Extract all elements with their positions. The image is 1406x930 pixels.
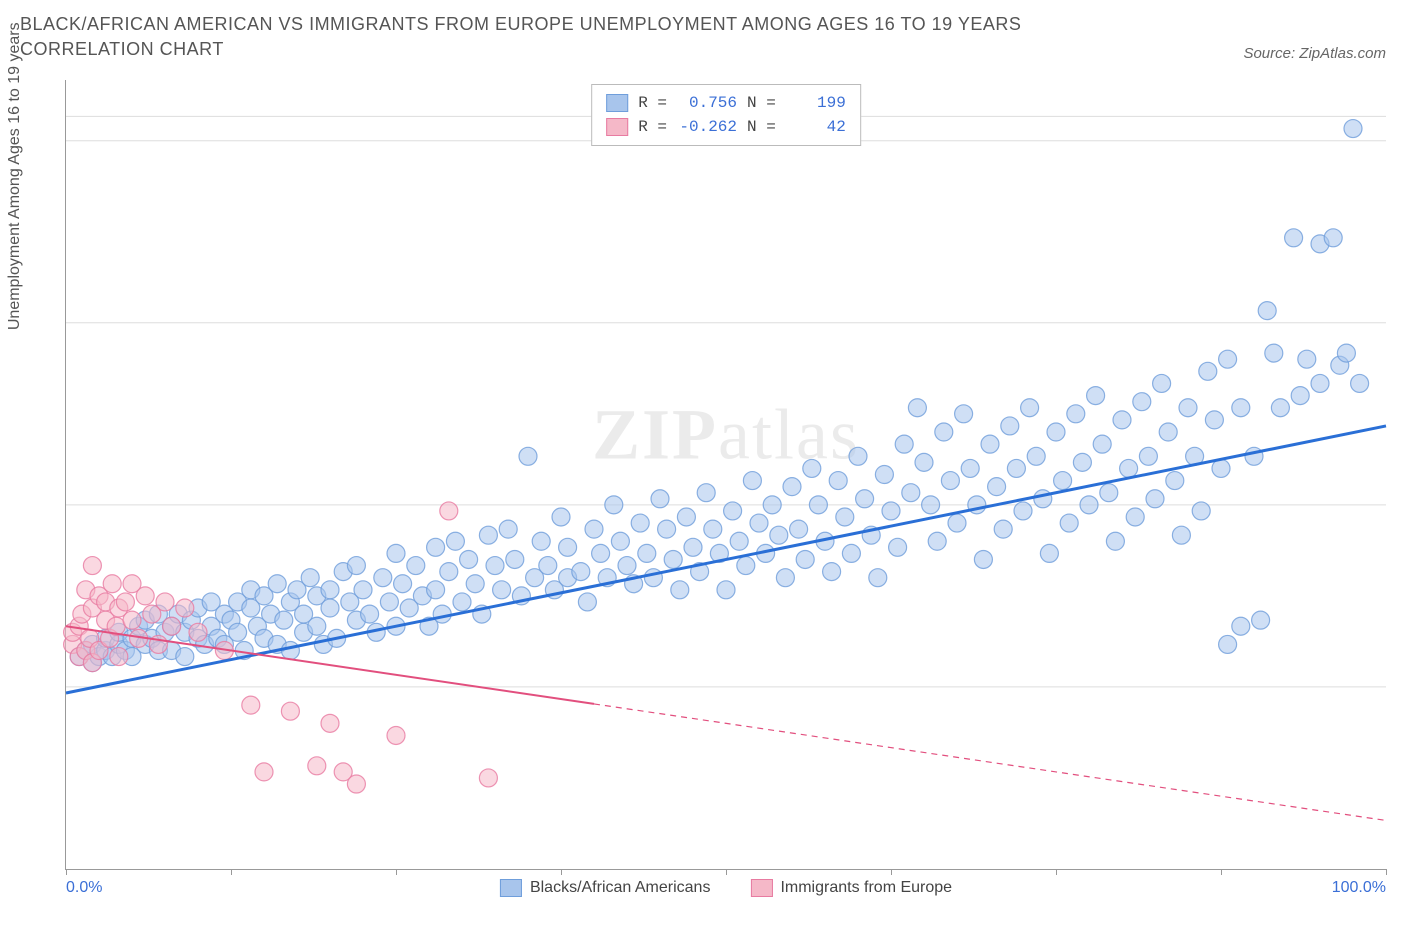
- x-tick: [1386, 869, 1387, 875]
- stat-r-pink: -0.262: [677, 115, 737, 139]
- stat-n-pink: 42: [786, 115, 846, 139]
- x-tick: [231, 869, 232, 875]
- source-label: Source: ZipAtlas.com: [1243, 45, 1386, 62]
- x-tick: [726, 869, 727, 875]
- stat-r-blue: 0.756: [677, 91, 737, 115]
- y-axis-label: Unemployment Among Ages 16 to 19 years: [6, 23, 24, 331]
- x-tick-label: 0.0%: [66, 879, 102, 897]
- stats-legend: R = 0.756 N = 199 R = -0.262 N = 42: [591, 84, 861, 146]
- swatch-blue-bottom: [500, 879, 522, 897]
- stat-n-label: N =: [747, 91, 776, 115]
- plot-svg: [66, 80, 1386, 869]
- swatch-blue: [606, 94, 628, 112]
- x-tick: [561, 869, 562, 875]
- header: BLACK/AFRICAN AMERICAN VS IMMIGRANTS FRO…: [0, 0, 1406, 70]
- x-tick: [66, 869, 67, 875]
- legend-item-pink: Immigrants from Europe: [750, 879, 952, 897]
- x-tick-label: 100.0%: [1332, 879, 1386, 897]
- chart-container: Unemployment Among Ages 16 to 19 years Z…: [20, 80, 1386, 870]
- legend-label-blue: Blacks/African Americans: [530, 879, 711, 897]
- swatch-pink-bottom: [750, 879, 772, 897]
- x-tick: [1221, 869, 1222, 875]
- swatch-pink: [606, 118, 628, 136]
- legend-item-blue: Blacks/African Americans: [500, 879, 711, 897]
- stats-row-blue: R = 0.756 N = 199: [606, 91, 846, 115]
- legend-label-pink: Immigrants from Europe: [780, 879, 952, 897]
- stat-n-blue: 199: [786, 91, 846, 115]
- stat-r-label2: R =: [638, 115, 667, 139]
- plot-area: ZIPatlas R = 0.756 N = 199 R = -0.262 N …: [65, 80, 1386, 870]
- x-tick: [1056, 869, 1057, 875]
- x-tick: [396, 869, 397, 875]
- x-tick: [891, 869, 892, 875]
- chart-title: BLACK/AFRICAN AMERICAN VS IMMIGRANTS FRO…: [20, 12, 1120, 62]
- stats-row-pink: R = -0.262 N = 42: [606, 115, 846, 139]
- bottom-legend: Blacks/African Americans Immigrants from…: [500, 879, 952, 897]
- stat-n-label2: N =: [747, 115, 776, 139]
- stat-r-label: R =: [638, 91, 667, 115]
